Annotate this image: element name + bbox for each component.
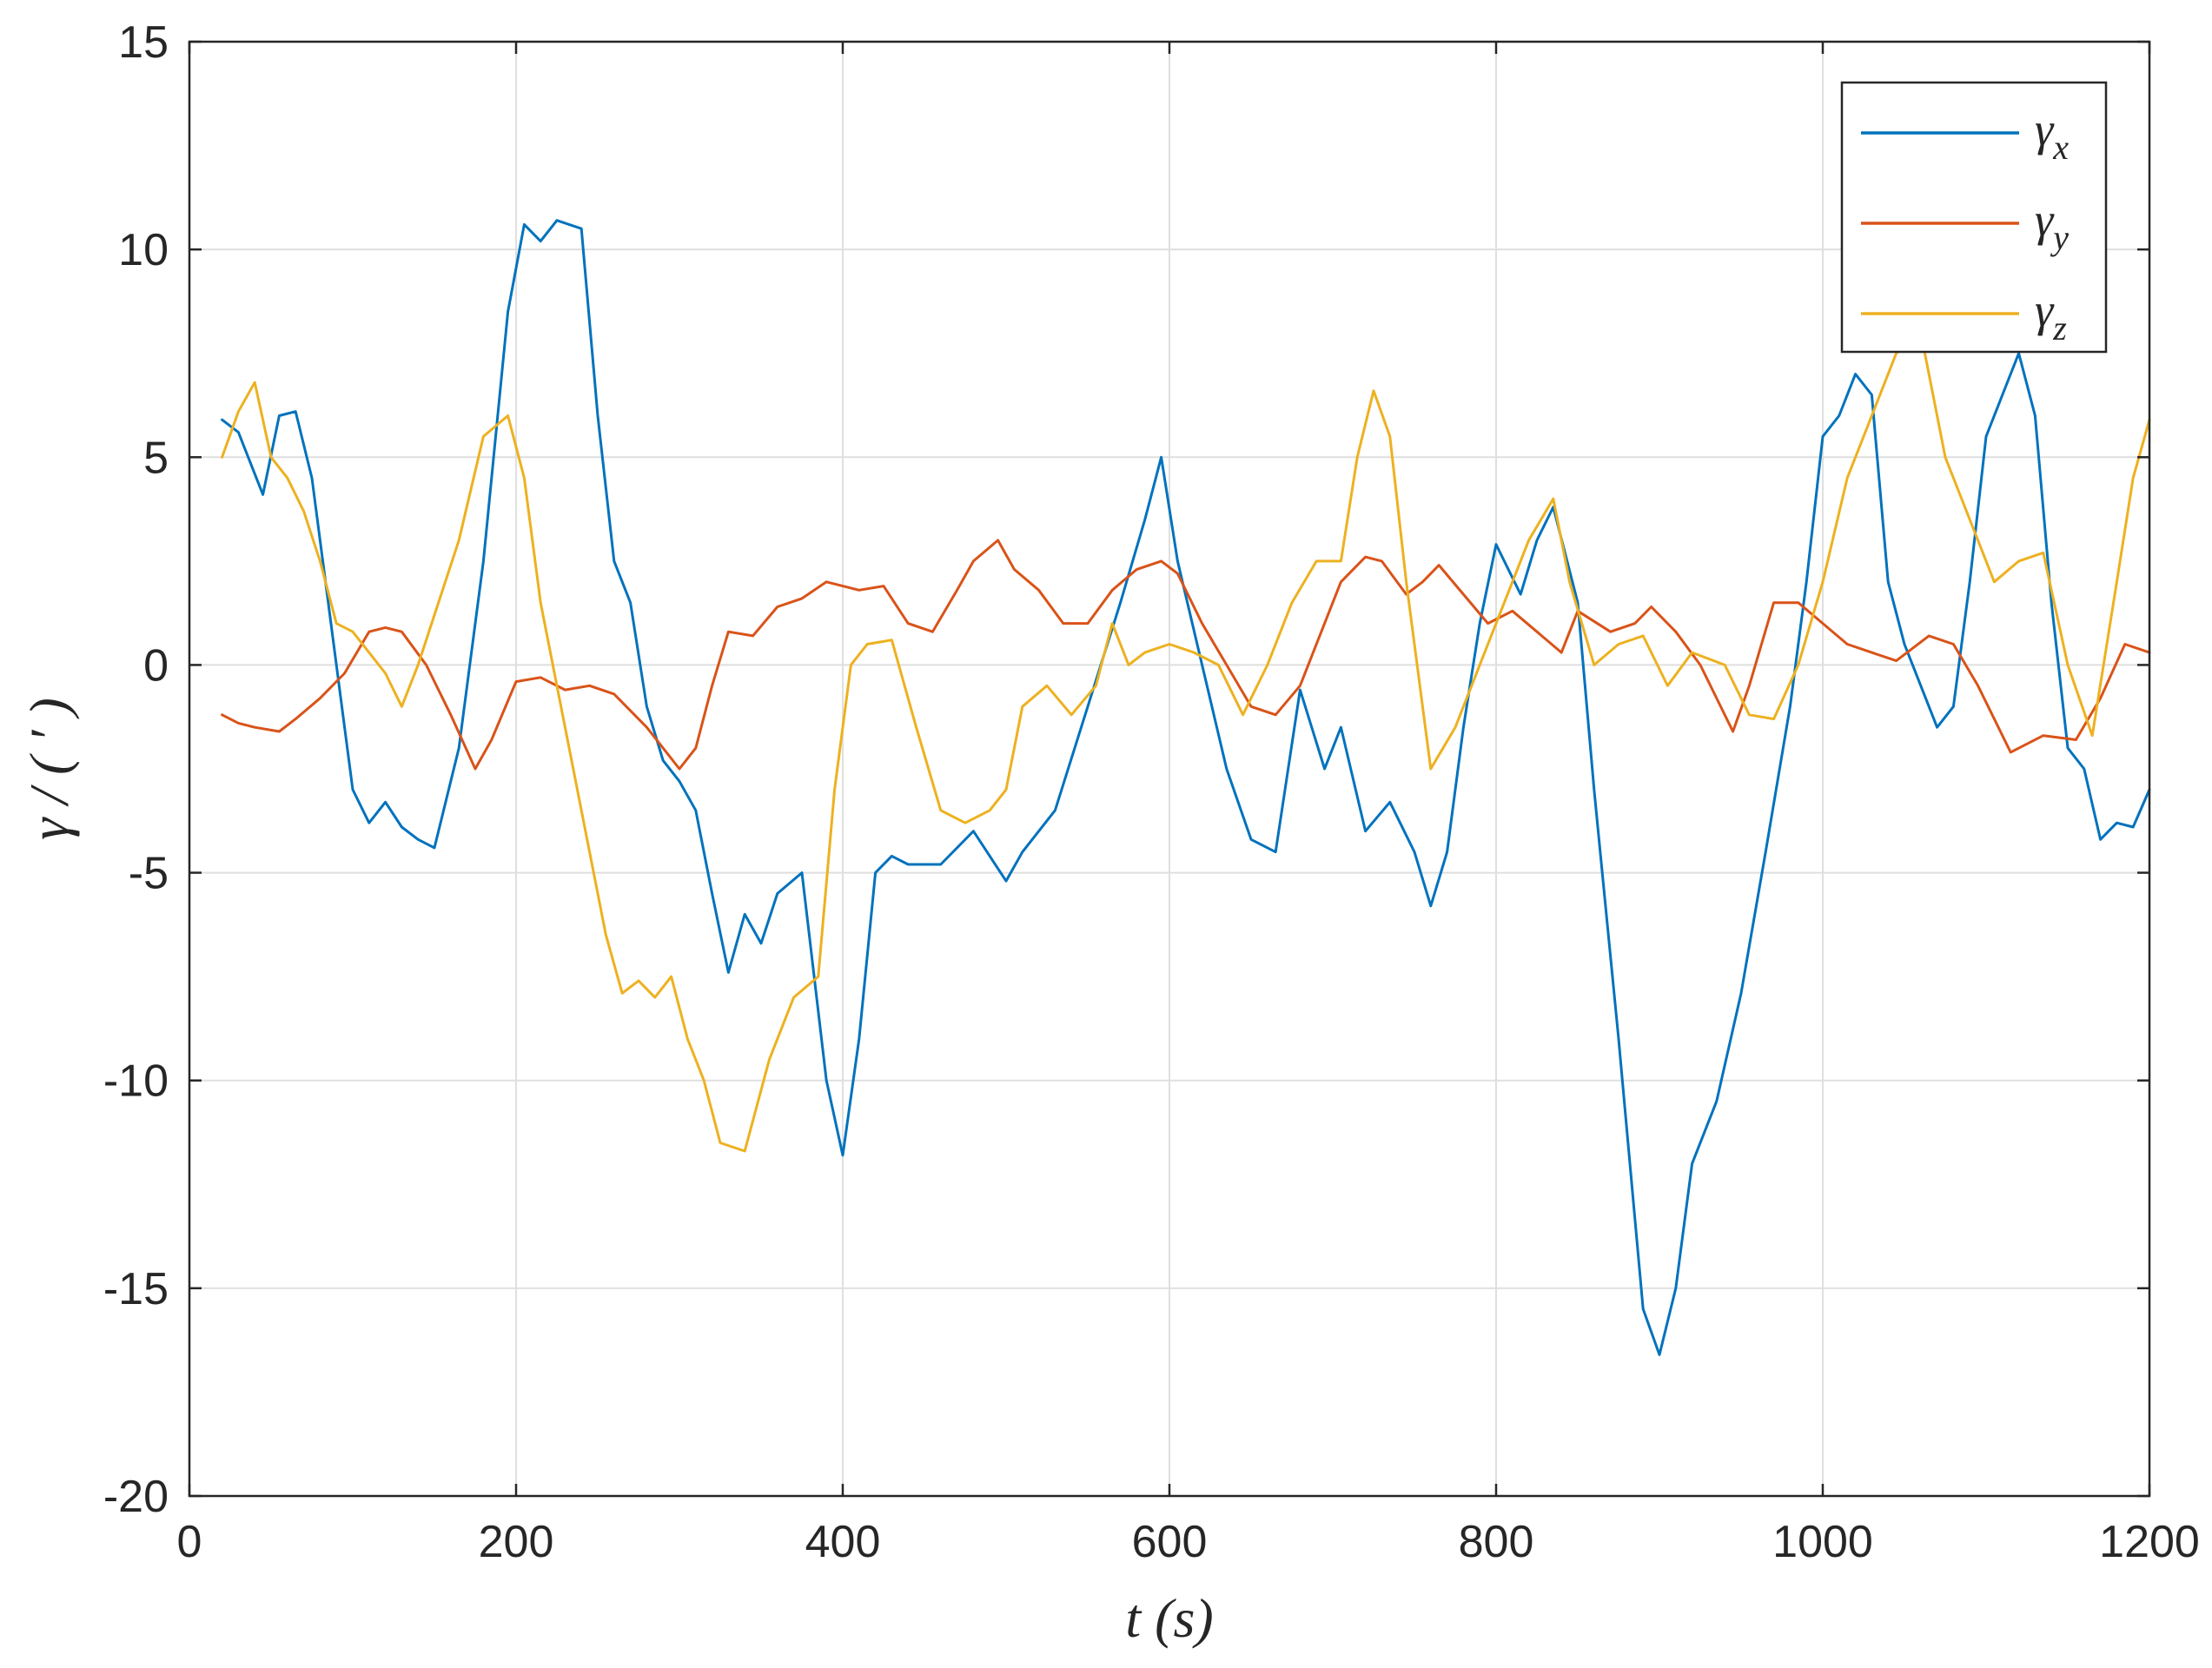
legend-label-z: γz <box>2035 284 2067 348</box>
y-tick-label: -10 <box>103 1056 169 1107</box>
x-tick-label: 1000 <box>1772 1517 1873 1567</box>
series-line-y <box>221 539 2151 771</box>
y-tick-label: -15 <box>103 1264 169 1314</box>
grid-lines <box>189 41 2150 1497</box>
y-axis-label: γ / ( ′ ) <box>18 698 80 840</box>
y-tick-label: 0 <box>143 640 169 691</box>
axis-ticks <box>188 40 2151 1498</box>
series-line-x <box>221 219 2151 1356</box>
series-line-z <box>221 331 2151 1153</box>
x-tick-label: 1200 <box>2099 1517 2200 1567</box>
x-tick-label: 800 <box>1459 1517 1534 1567</box>
x-tick-label: 400 <box>805 1517 881 1567</box>
tick-labels: 0 200 400 600 800 1000 1200 -20 -15 -10 -5 0 5 10 15 <box>103 17 2200 1567</box>
x-tick-label: 0 <box>177 1517 202 1567</box>
x-axis-label: t (s) <box>1125 1587 1213 1649</box>
legend-label-y: γy <box>2035 194 2069 257</box>
series-lines <box>221 219 2151 1356</box>
y-tick-label: -20 <box>103 1472 169 1522</box>
legend-box <box>1840 81 2108 354</box>
y-tick-label: 15 <box>118 17 169 68</box>
x-tick-label: 600 <box>1132 1517 1208 1567</box>
legend: γx γy γz <box>1840 81 2108 354</box>
y-tick-label: 10 <box>118 225 169 275</box>
legend-label-x: γx <box>2035 103 2069 167</box>
x-tick-label: 200 <box>479 1517 554 1567</box>
y-tick-label: 5 <box>143 433 169 483</box>
y-tick-label: -5 <box>129 849 169 899</box>
